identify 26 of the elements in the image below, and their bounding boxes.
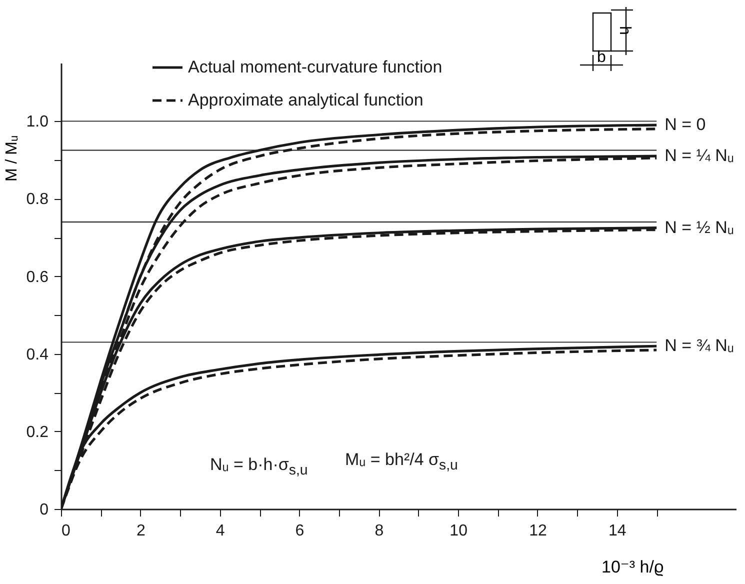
y-tick-label: 1.0: [26, 114, 49, 131]
annotation: N = ½ Nᵤ: [664, 218, 734, 237]
annotation: Nᵤ = b·h·σ$_{s,u}$: [210, 455, 308, 478]
y-tick-label: 0: [40, 502, 49, 518]
text: h: [616, 26, 633, 35]
x-tick-label: 6: [295, 522, 304, 540]
y-tick-label: 0.8: [26, 191, 49, 208]
y-tick-label: 0.4: [26, 346, 49, 364]
annotation: N = ¼ Nᵤ: [664, 146, 734, 166]
y-tick-label: 0.2: [26, 424, 49, 441]
y-tick-label: 0.6: [26, 268, 49, 286]
x-tick-label: 2: [136, 522, 146, 540]
y-axis-title: M / Mᵤ: [4, 135, 20, 182]
legend-label: Approximate analytical function: [188, 90, 424, 110]
annotation: N = ¾ Nᵤ: [664, 336, 734, 356]
x-tick-label: 4: [216, 522, 225, 540]
annotation: Mᵤ = bh²/4 σ$_{s,u}$: [345, 450, 458, 474]
legend-label: Actual moment-curvature function: [188, 58, 442, 76]
x-tick-label: 14: [608, 522, 626, 540]
annotation: b: [597, 49, 606, 66]
x-tick-label: 10: [450, 522, 468, 540]
x-tick-label: 0: [62, 522, 70, 540]
x-tick-label: 8: [374, 522, 384, 540]
annotation: N = 0: [664, 115, 706, 134]
x-axis-title: 10⁻³ h/ϱ: [602, 558, 664, 576]
x-tick-label: 12: [529, 522, 547, 540]
